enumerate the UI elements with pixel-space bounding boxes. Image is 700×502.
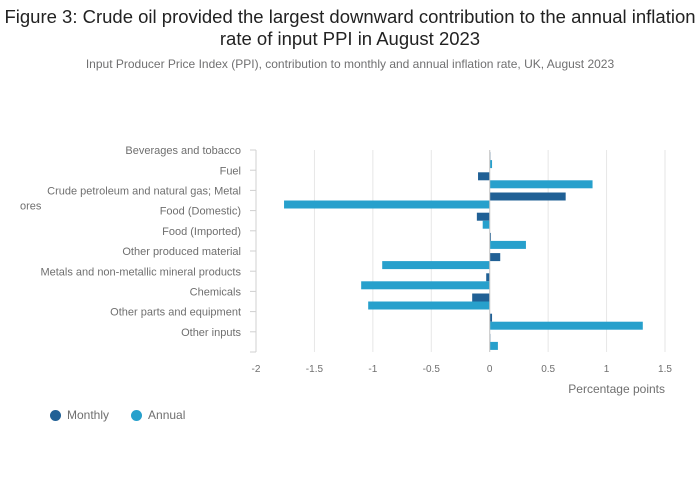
x-tick-label: -1 xyxy=(368,364,377,375)
category-label: Chemicals xyxy=(190,287,242,299)
category-label: Crude petroleum and natural gas; Metal xyxy=(47,186,241,198)
bar-monthly-5 xyxy=(489,253,501,262)
category-label: Other inputs xyxy=(181,327,241,339)
bar-monthly-4 xyxy=(489,232,491,241)
bar-annual-1 xyxy=(489,180,593,189)
bar-monthly-7 xyxy=(472,293,490,302)
bar-monthly-6 xyxy=(486,273,490,282)
chart-title: Figure 3: Crude oil provided the largest… xyxy=(4,6,696,49)
legend-item-monthly[interactable]: Monthly xyxy=(50,408,109,422)
category-label: Food (Imported) xyxy=(162,226,241,238)
chart-subtitle: Input Producer Price Index (PPI), contri… xyxy=(85,57,615,71)
x-tick-label: -0.5 xyxy=(423,364,441,375)
legend-swatch-monthly xyxy=(50,409,61,421)
bar-annual-5 xyxy=(382,261,490,270)
bar-monthly-3 xyxy=(476,212,490,221)
bar-monthly-8 xyxy=(489,313,493,322)
x-tick-label: -1.5 xyxy=(306,364,324,375)
legend-item-annual[interactable]: Annual xyxy=(131,408,185,422)
category-label: Food (Domestic) xyxy=(160,206,241,218)
bar-annual-8 xyxy=(489,321,643,330)
category-label: Other parts and equipment xyxy=(110,307,241,319)
x-tick-label: -2 xyxy=(252,364,261,375)
category-label: Fuel xyxy=(220,165,241,177)
legend: Monthly Annual xyxy=(50,408,185,422)
x-tick-label: 0.5 xyxy=(541,364,555,375)
legend-label-monthly: Monthly xyxy=(67,408,110,422)
bar-annual-2 xyxy=(284,200,490,209)
legend-label-annual: Annual xyxy=(148,408,186,422)
x-tick-label: 1 xyxy=(604,364,610,375)
category-label: Metals and non-metallic mineral products xyxy=(40,266,241,278)
x-tick-label: 0 xyxy=(487,364,493,375)
bar-monthly-2 xyxy=(489,192,566,201)
x-tick-label: 1.5 xyxy=(658,364,672,375)
x-axis-title: Percentage points xyxy=(568,382,665,396)
bar-annual-7 xyxy=(368,301,490,310)
bar-annual-0 xyxy=(489,160,493,169)
bar-monthly-1 xyxy=(478,172,490,181)
bar-annual-9 xyxy=(489,341,498,350)
bar-annual-3 xyxy=(482,220,490,229)
bar-annual-4 xyxy=(489,240,526,249)
bar-annual-6 xyxy=(361,281,490,290)
category-label: Other produced material xyxy=(122,246,241,258)
legend-swatch-annual xyxy=(131,409,143,421)
category-label: Beverages and tobacco xyxy=(125,145,241,157)
category-label-continued: ores xyxy=(20,201,42,213)
